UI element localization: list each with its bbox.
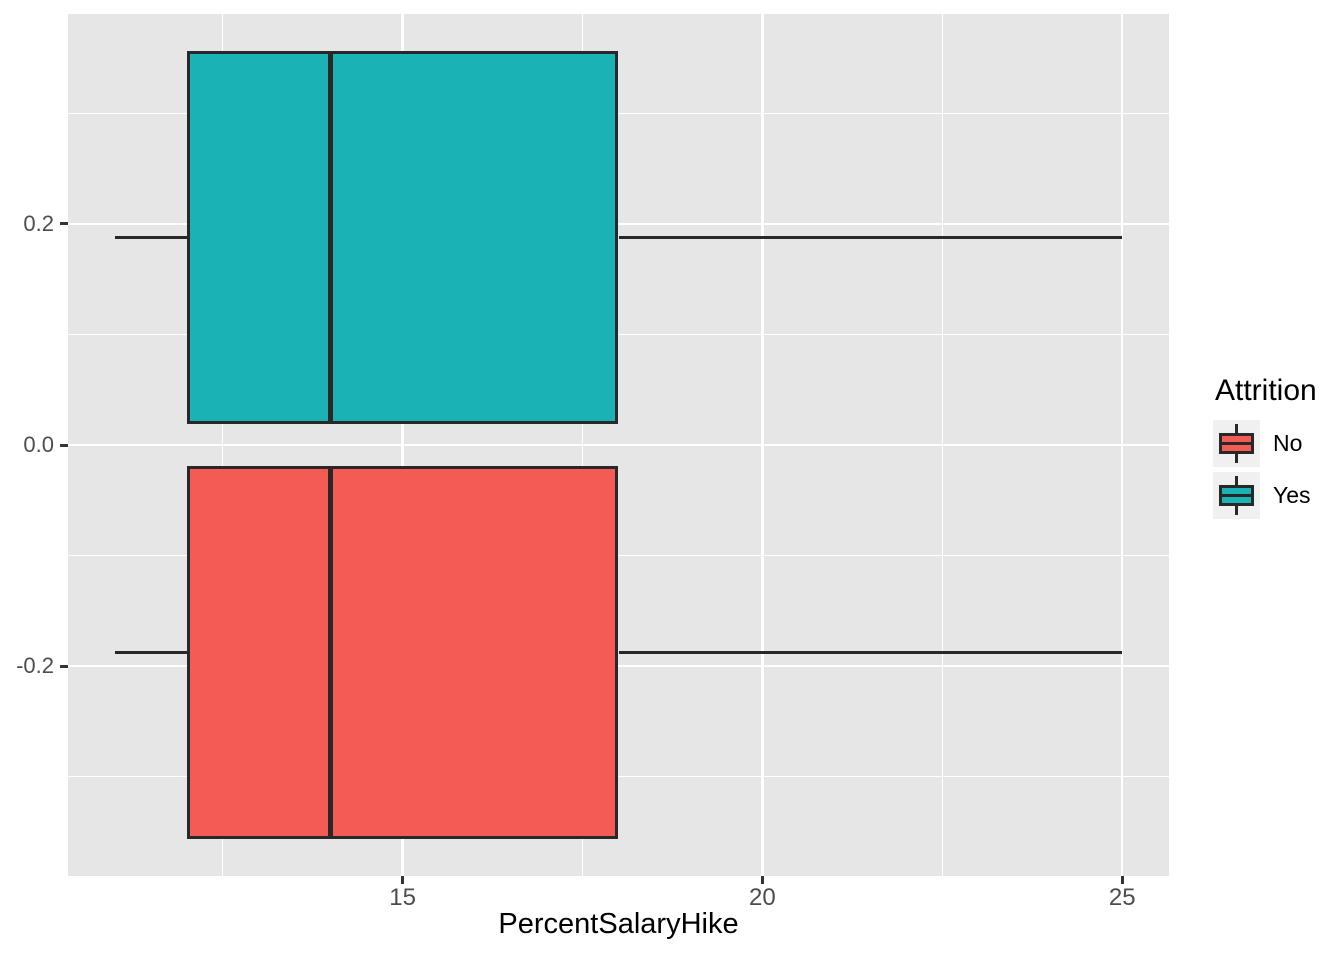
median-line-no	[328, 465, 334, 839]
y-tick-mark	[60, 222, 68, 226]
boxplot-glyph-icon	[1219, 424, 1254, 463]
x-tick-label: 25	[1108, 884, 1136, 911]
x-tick-mark	[1120, 876, 1124, 884]
boxplot-glyph-icon	[1219, 476, 1254, 515]
legend-title: Attrition	[1215, 374, 1317, 407]
minor-gridline-horizontal	[68, 554, 1169, 557]
major-gridline-horizontal	[68, 443, 1169, 447]
legend-key-yes	[1213, 472, 1260, 519]
whisker-high-no	[618, 650, 1123, 654]
y-tick-label: -0.2	[16, 653, 54, 679]
whisker-low-no	[114, 650, 187, 654]
legend-entry-no: No	[1213, 420, 1343, 467]
legend-entry-yes: Yes	[1213, 472, 1343, 519]
y-tick-mark	[60, 664, 68, 668]
legend-key-no	[1213, 420, 1260, 467]
legend-label-yes: Yes	[1273, 482, 1311, 508]
legend-label-no: No	[1273, 430, 1303, 456]
box-yes	[186, 51, 619, 425]
plot-panel	[68, 14, 1169, 876]
minor-gridline-horizontal	[68, 333, 1169, 336]
whisker-low-yes	[114, 236, 187, 240]
minor-gridline-horizontal	[68, 775, 1169, 778]
y-tick-mark	[60, 443, 68, 447]
legend: Attrition No Yes	[1213, 374, 1343, 524]
major-gridline-horizontal	[68, 664, 1169, 668]
x-tick-label: 20	[749, 884, 776, 911]
x-tick-mark	[760, 876, 764, 884]
y-tick-label: 0.2	[23, 210, 54, 236]
x-tick-label: 15	[389, 884, 416, 911]
median-line-yes	[328, 51, 334, 425]
minor-gridline-horizontal	[68, 112, 1169, 115]
x-tick-mark	[401, 876, 405, 884]
major-gridline-horizontal	[68, 222, 1169, 226]
box-no	[186, 465, 619, 839]
whisker-high-yes	[618, 236, 1123, 240]
x-axis-title: PercentSalaryHike	[498, 908, 739, 940]
y-tick-label: 0.0	[23, 432, 54, 457]
